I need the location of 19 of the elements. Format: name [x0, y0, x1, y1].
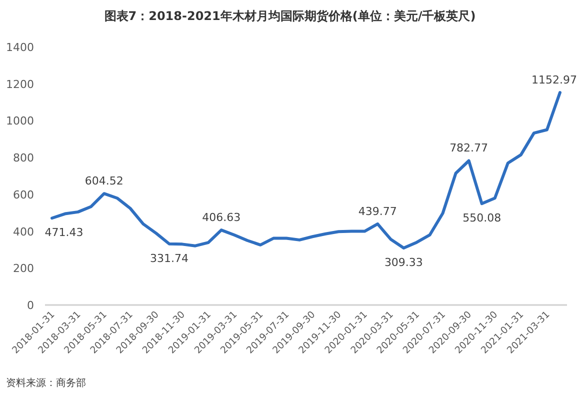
- data-label: 604.52: [84, 174, 124, 188]
- y-tick-label: 200: [13, 262, 34, 276]
- data-label: 309.33: [384, 256, 423, 269]
- data-label: 331.74: [150, 252, 188, 265]
- y-tick-label: 1200: [6, 78, 34, 91]
- data-label: 782.77: [450, 142, 488, 155]
- y-tick-label: 1000: [6, 114, 34, 128]
- text: 资料来源：商务部: [6, 377, 86, 389]
- data-label: 439.77: [358, 204, 397, 218]
- y-tick-label: 800: [13, 152, 34, 165]
- y-tick-label: 0: [27, 299, 34, 312]
- data-label: 550.08: [462, 212, 502, 225]
- chart-title: 图表7：2018-2021年木材月均国际期货价格(单位：美元/千板英尺): [104, 9, 476, 23]
- y-tick-label: 400: [13, 225, 34, 238]
- y-tick-label: 1400: [6, 41, 34, 54]
- data-label: 406.63: [202, 211, 241, 224]
- data-label: 1152.97: [532, 74, 577, 87]
- data-label: 471.43: [44, 226, 84, 240]
- y-tick-label: 600: [13, 188, 34, 202]
